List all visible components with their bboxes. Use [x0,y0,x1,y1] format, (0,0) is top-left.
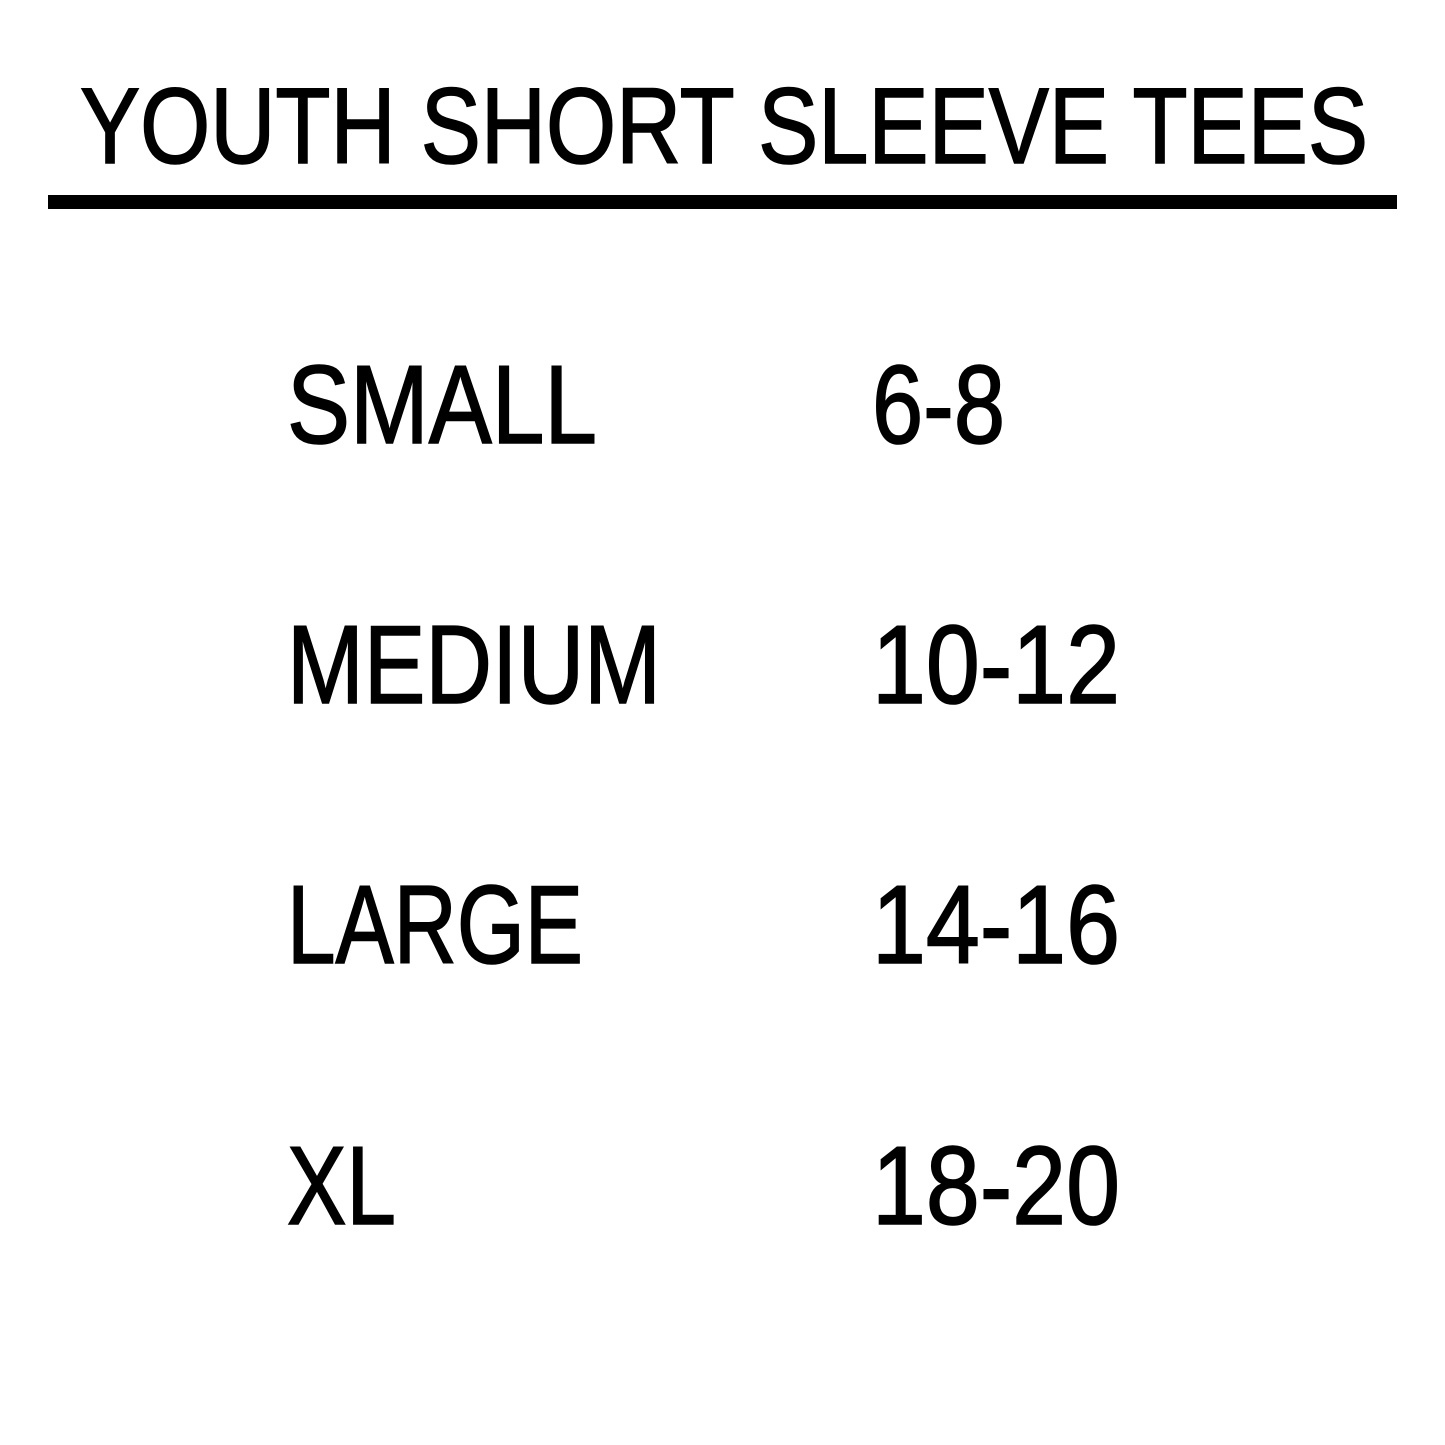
size-row-small: SMALL 6-8 [286,342,1006,468]
size-range: 10-12 [872,603,1120,727]
size-label: MEDIUM [287,603,661,727]
page-title: YOUTH SHORT SLEEVE TEES [80,65,1368,186]
size-label: LARGE [287,863,583,987]
size-range: 18-20 [872,1124,1120,1248]
size-range: 14-16 [872,863,1120,987]
size-row-large: LARGE 14-16 [286,862,1121,988]
title-divider [48,195,1397,209]
size-label: XL [287,1124,396,1248]
size-row-xl: XL 18-20 [286,1123,1121,1249]
size-label: SMALL [287,343,597,467]
size-row-medium: MEDIUM 10-12 [286,602,1121,728]
size-range: 6-8 [872,343,1005,467]
